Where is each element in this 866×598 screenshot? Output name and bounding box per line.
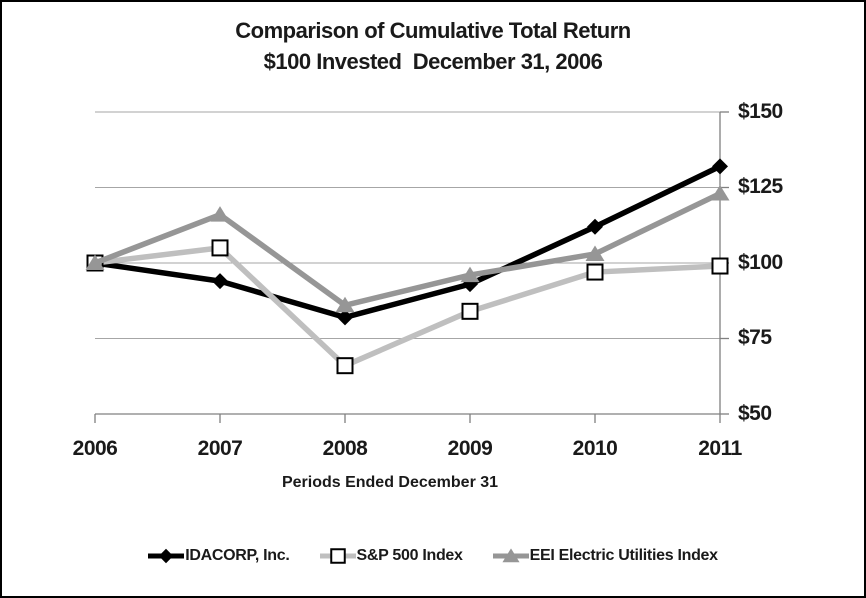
legend-item-eei: EEI Electric Utilities Index bbox=[492, 547, 718, 565]
triangle-marker bbox=[210, 206, 230, 222]
y-axis-tick-label: $100 bbox=[738, 251, 783, 274]
square-marker bbox=[461, 302, 479, 320]
diamond-marker bbox=[587, 218, 603, 235]
chart-title-line1: Comparison of Cumulative Total Return bbox=[235, 18, 631, 43]
eei-line-triangle-icon bbox=[492, 548, 529, 563]
chart-title: Comparison of Cumulative Total Return $1… bbox=[2, 15, 864, 77]
y-axis-tick-label: $50 bbox=[738, 402, 772, 425]
x-axis-tick-label: 2008 bbox=[322, 437, 368, 460]
y-axis-tick-label: $75 bbox=[738, 326, 772, 349]
diamond-marker bbox=[337, 309, 353, 326]
diamond-marker bbox=[159, 548, 174, 564]
x-axis-tick-label: 2010 bbox=[572, 437, 618, 460]
x-axis-tick-label: 2007 bbox=[197, 437, 243, 460]
series-line bbox=[94, 245, 721, 369]
triangle-marker bbox=[335, 296, 355, 313]
idacorp-line-diamond-icon bbox=[148, 548, 185, 564]
x-axis-tick-label: 2011 bbox=[698, 437, 742, 460]
series-line bbox=[94, 163, 722, 321]
series-line bbox=[94, 191, 722, 309]
triangle-marker bbox=[502, 548, 520, 563]
sp500-line-square-icon bbox=[319, 548, 356, 564]
diamond-marker bbox=[712, 158, 728, 175]
legend-item-sp500: S&P 500 Index bbox=[319, 547, 463, 565]
legend-label: IDACORP, Inc. bbox=[185, 547, 290, 564]
y-axis-tick-label: $150 bbox=[738, 100, 783, 123]
legend-label: EEI Electric Utilities Index bbox=[529, 547, 718, 564]
square-marker bbox=[329, 548, 346, 564]
triangle-marker bbox=[710, 185, 730, 201]
triangle-marker bbox=[85, 254, 105, 270]
x-axis-tick-label: 2006 bbox=[72, 437, 118, 460]
square-marker bbox=[586, 263, 604, 281]
diamond-marker bbox=[212, 273, 228, 290]
chart-legend: IDACORP, Inc. S&P 500 Index EEI Electric… bbox=[2, 547, 864, 565]
chart-title-line2: $100 Invested December 31, 2006 bbox=[263, 49, 603, 74]
square-marker bbox=[336, 357, 354, 375]
legend-label: S&P 500 Index bbox=[356, 547, 463, 564]
x-axis-tick-label: 2009 bbox=[447, 437, 493, 460]
x-axis-title: Periods Ended December 31 bbox=[281, 474, 499, 491]
square-marker bbox=[711, 257, 729, 275]
legend-item-idacorp: IDACORP, Inc. bbox=[148, 547, 290, 565]
triangle-marker bbox=[585, 245, 605, 261]
triangle-marker bbox=[460, 266, 480, 283]
square-marker bbox=[211, 239, 229, 257]
y-axis-tick-label: $125 bbox=[738, 175, 783, 198]
